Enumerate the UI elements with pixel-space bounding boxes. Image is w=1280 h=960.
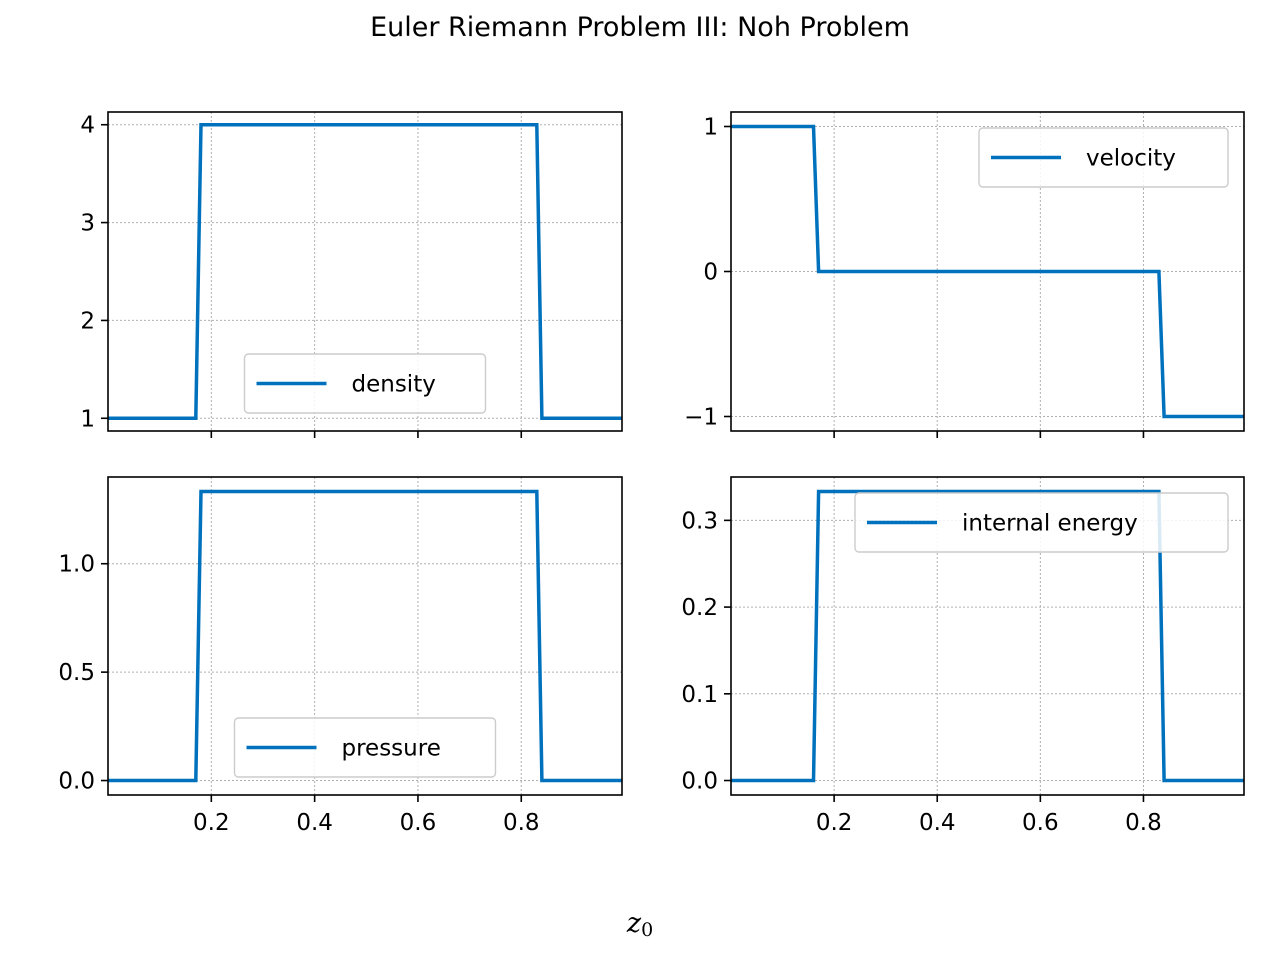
- series-line-internal-energy: [731, 489, 1244, 783]
- y-tick-label: 0.3: [681, 508, 718, 534]
- x-axis-label: z0: [0, 908, 1280, 941]
- legend-box: [854, 492, 1229, 553]
- x-tick-label: 0.8: [1125, 810, 1162, 836]
- legend-box: [233, 717, 497, 778]
- legend: velocity: [978, 127, 1229, 188]
- y-tick-label: 3: [80, 211, 95, 237]
- legend: density: [243, 353, 487, 414]
- y-tick-label: 2: [80, 308, 95, 334]
- y-tick-label: 1.0: [58, 552, 95, 578]
- y-tick-label: 0.1: [681, 682, 718, 708]
- y-tick-label: 0: [703, 260, 718, 286]
- x-tick-label: 0.4: [296, 810, 333, 836]
- legend-label: pressure: [342, 736, 441, 762]
- figure-title: Euler Riemann Problem III: Noh Problem: [370, 12, 910, 43]
- y-tick-label: 1: [703, 115, 718, 141]
- series-line-velocity: [731, 124, 1244, 419]
- subplot-3: 0.2 0.4 0.6 0.8 0.0 0.5 1.0 pressure: [58, 476, 623, 836]
- y-tick-label: 0.2: [681, 595, 718, 621]
- legend-label: density: [352, 372, 436, 398]
- x-axis-label-subscript: 0: [641, 919, 654, 941]
- y-tick-label: 0.0: [681, 769, 718, 795]
- legend-box: [978, 127, 1229, 188]
- y-tick-label: 1: [80, 406, 95, 432]
- legend-box: [243, 353, 487, 414]
- x-tick-label: 0.4: [919, 810, 956, 836]
- x-tick-label: 0.6: [400, 810, 437, 836]
- x-tick-label: 0.6: [1022, 810, 1059, 836]
- series-line-pressure: [108, 489, 622, 783]
- y-tick-label: 0.0: [58, 769, 95, 795]
- y-tick-label: 4: [80, 113, 95, 139]
- x-tick-label: 0.2: [816, 810, 853, 836]
- x-tick-label: 0.2: [193, 810, 230, 836]
- x-tick-label: 0.8: [503, 810, 540, 836]
- subplot-2: −1 0 1 velocity: [684, 111, 1245, 438]
- legend: internal energy: [854, 492, 1229, 553]
- axes-frame: [107, 476, 623, 796]
- legend: pressure: [233, 717, 497, 778]
- series-line-density: [108, 122, 622, 421]
- subplot-1: 1 2 3 4 density: [80, 111, 623, 438]
- subplot-4: 0.2 0.4 0.6 0.8 0.0 0.1 0.2 0.3 internal energy: [681, 476, 1245, 836]
- x-axis-label-main: z: [626, 908, 642, 939]
- axes-frame: [107, 111, 623, 432]
- y-tick-label: 0.5: [58, 660, 95, 686]
- axes-frame: [730, 476, 1245, 796]
- y-tick-label: −1: [684, 405, 718, 431]
- legend-label: internal energy: [962, 511, 1138, 537]
- legend-label: velocity: [1086, 146, 1176, 172]
